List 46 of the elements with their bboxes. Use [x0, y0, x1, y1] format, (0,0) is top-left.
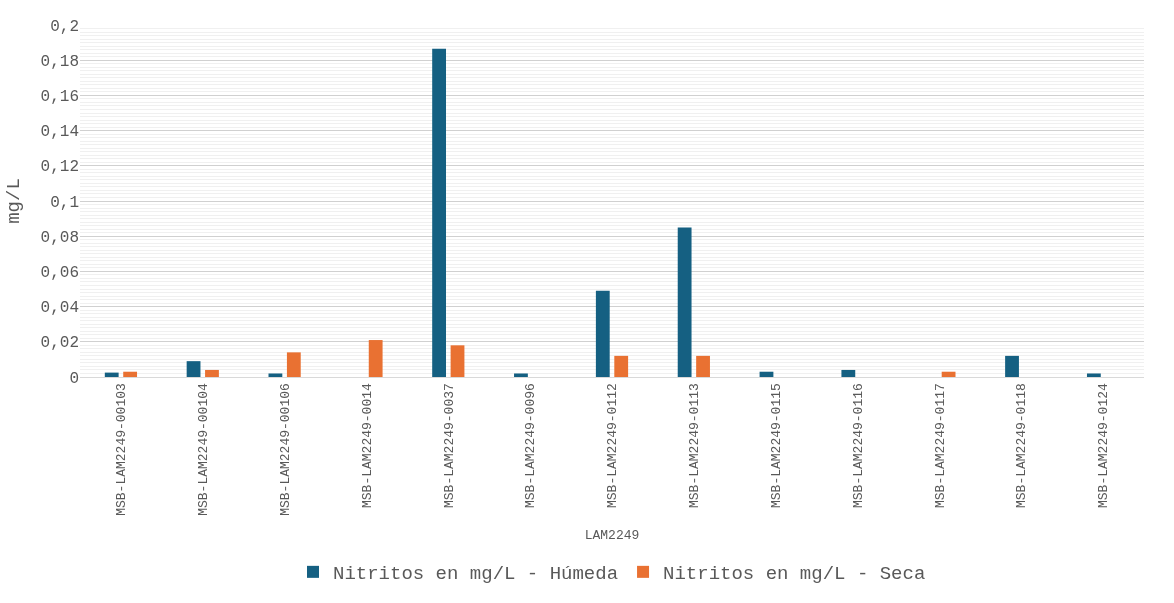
bar — [1086, 373, 1101, 377]
x-tick-label: MSB-LAM2249-00103 — [114, 383, 130, 516]
y-tick-label: 0,04 — [40, 299, 79, 318]
y-tick-label: 0,12 — [40, 158, 79, 177]
bar — [514, 373, 528, 377]
y-tick-label: 0,08 — [40, 228, 79, 247]
bar — [614, 355, 629, 377]
bar — [432, 48, 447, 377]
y-axis-title: mg/L — [3, 178, 26, 224]
y-tick-label: 0,06 — [40, 264, 79, 282]
x-tick-label: MSB-LAM2249-0096 — [523, 383, 539, 509]
bar — [286, 352, 301, 377]
y-tick-label: 0,1 — [50, 193, 79, 212]
bar — [123, 371, 138, 377]
y-tick-label: 0,02 — [40, 334, 79, 353]
bar — [450, 345, 465, 377]
bar — [268, 373, 283, 377]
bar — [1005, 355, 1019, 377]
x-tick-label: MSB-LAM2249-0113 — [687, 383, 703, 509]
x-tick-label: MSB-LAM2249-00104 — [196, 383, 211, 516]
y-tick-label: 0 — [69, 369, 79, 388]
bar — [205, 369, 219, 377]
x-tick-label: MSB-LAM2249-0014 — [359, 383, 375, 509]
x-tick-label: MSB-LAM2249-0124 — [1096, 383, 1112, 509]
bar — [595, 290, 610, 377]
bar — [941, 371, 956, 377]
x-tick-label: MSB-LAM2249-0117 — [932, 383, 948, 509]
bar — [104, 372, 119, 377]
bar — [696, 355, 710, 377]
x-tick-label: MSB-LAM2249-0118 — [1014, 383, 1030, 509]
x-tick-label: MSB-LAM2249-00106 — [277, 383, 293, 516]
x-tick-label: MSB-LAM2249-0112 — [605, 383, 621, 509]
bar — [368, 340, 383, 377]
y-tick-label: 0,18 — [40, 52, 79, 71]
legend-label: Nitritos en mg/L - Húmeda — [333, 563, 619, 586]
x-tick-label: MSB-LAM2249-0037 — [441, 383, 457, 509]
bar — [186, 361, 201, 377]
x-tick-label: MSB-LAM2249-0115 — [768, 383, 784, 509]
bar — [677, 227, 692, 377]
y-tick-label: 0,2 — [50, 17, 79, 36]
legend-label: Nitritos en mg/L - Seca — [663, 563, 926, 586]
x-axis-title: LAM2249 — [584, 528, 640, 544]
y-tick-label: 0,14 — [40, 123, 79, 142]
x-tick-label: MSB-LAM2249-0116 — [850, 383, 866, 509]
y-tick-label: 0,16 — [40, 88, 79, 106]
bar — [841, 369, 856, 377]
